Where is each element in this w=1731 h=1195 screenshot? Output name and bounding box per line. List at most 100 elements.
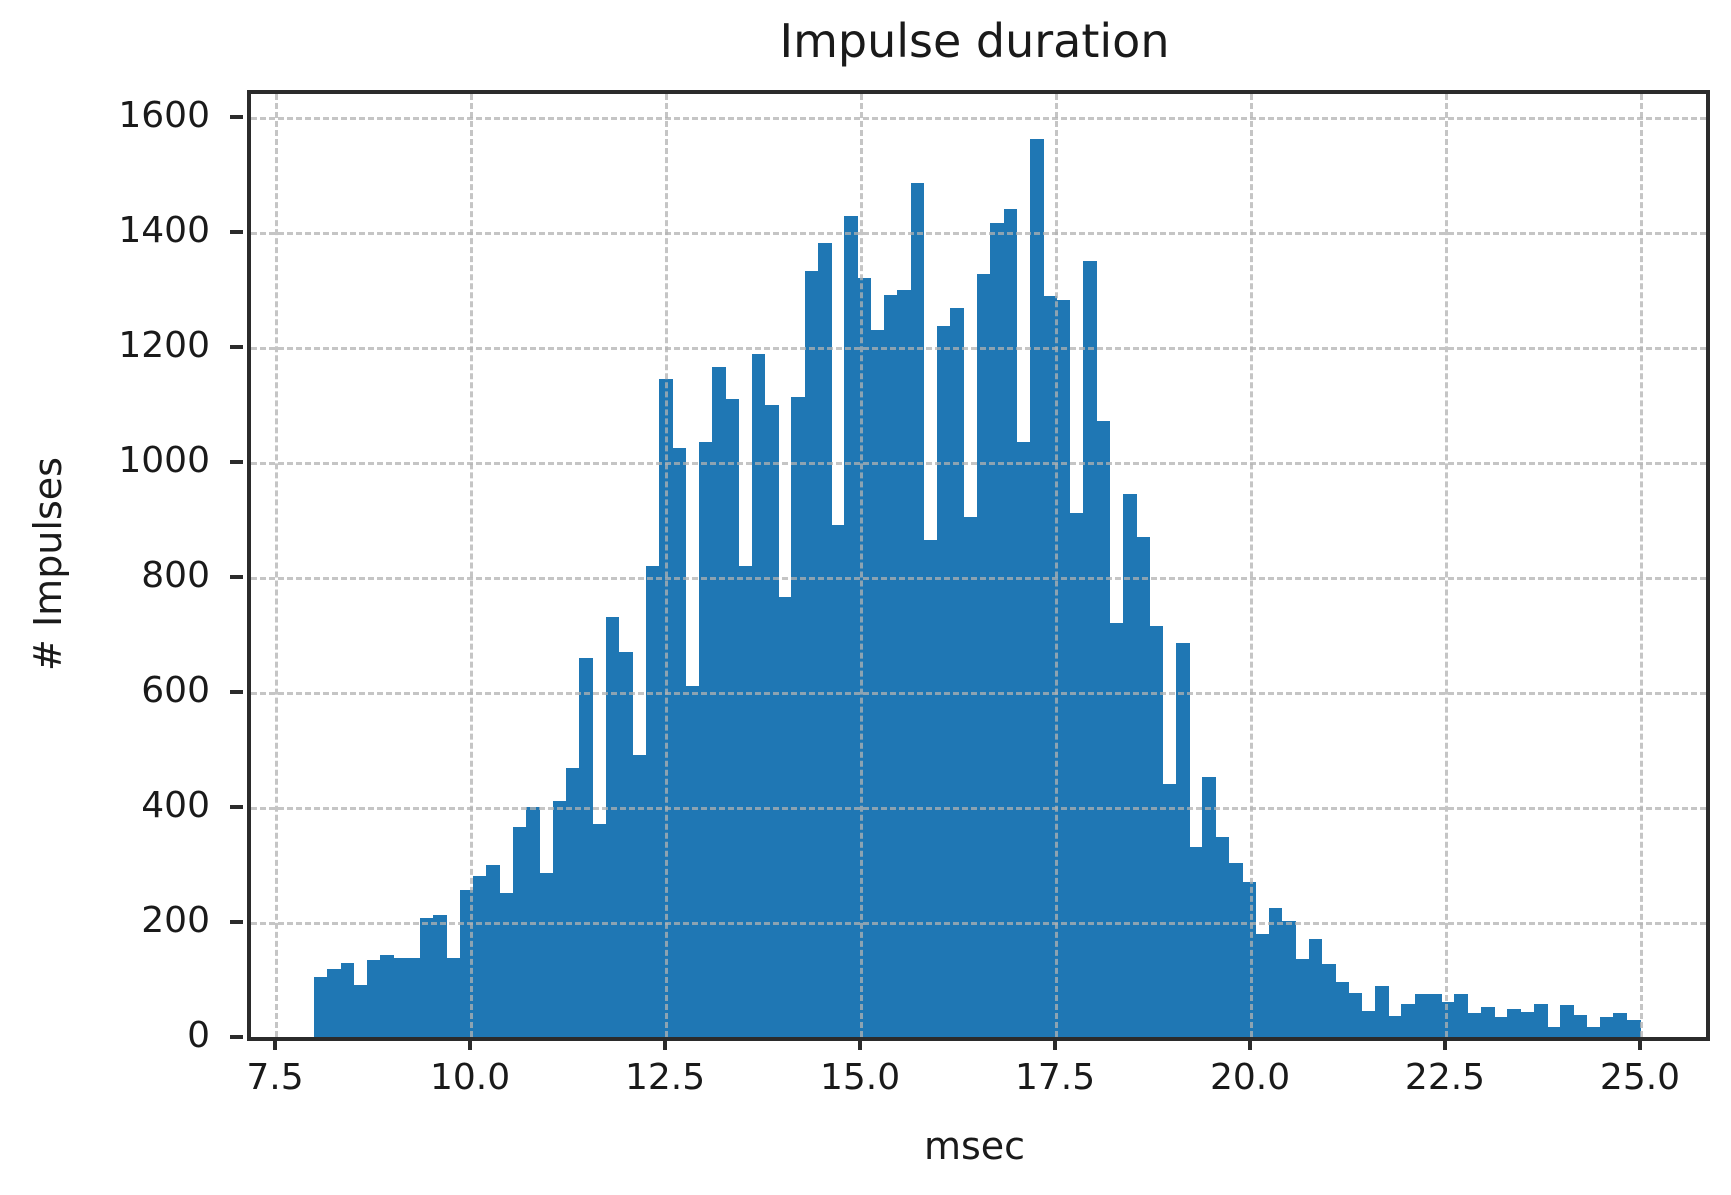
histogram-bar: [672, 447, 686, 1037]
histogram-bar: [1228, 863, 1243, 1037]
gridline-horizontal: [251, 232, 1706, 235]
histogram-bar: [446, 957, 461, 1037]
histogram-bar: [844, 216, 859, 1037]
histogram-bar: [1626, 1019, 1641, 1037]
histogram-bar: [1348, 992, 1363, 1037]
histogram-bar: [791, 397, 806, 1037]
histogram-bar: [990, 222, 1005, 1037]
histogram-bar: [1600, 1017, 1614, 1037]
gridline-vertical: [275, 94, 279, 1037]
histogram-bar: [1003, 209, 1018, 1037]
histogram-bar: [1586, 1027, 1601, 1037]
histogram-bar: [393, 958, 408, 1037]
histogram-bar: [963, 516, 978, 1037]
x-tick-label: 7.5: [246, 1057, 304, 1098]
histogram-bar: [327, 969, 342, 1037]
histogram-bar: [1467, 1012, 1482, 1037]
x-tick-label: 25.0: [1599, 1057, 1681, 1098]
histogram-bar: [512, 827, 527, 1037]
histogram-bar: [1096, 420, 1111, 1037]
gridline-horizontal: [251, 807, 1706, 810]
y-tick-mark: [230, 115, 243, 119]
x-tick-label: 15.0: [819, 1057, 901, 1098]
histogram-bar: [433, 915, 448, 1037]
gridline-horizontal: [251, 117, 1706, 120]
y-tick-label: 600: [141, 670, 210, 711]
histogram-bar: [751, 353, 766, 1037]
histogram-bar: [1043, 295, 1058, 1037]
y-tick-mark: [230, 1035, 243, 1039]
histogram-bar: [1189, 847, 1203, 1037]
y-tick-label: 200: [141, 900, 210, 941]
histogram-bar: [1335, 981, 1349, 1037]
histogram-bar: [937, 326, 951, 1037]
histogram-bar: [897, 289, 912, 1037]
histogram-bar: [1056, 299, 1071, 1037]
histogram-bar: [1480, 1007, 1495, 1037]
x-tick-mark: [468, 1037, 473, 1050]
histogram-bar: [923, 539, 938, 1037]
x-tick-mark: [273, 1037, 278, 1050]
histogram-bar: [645, 565, 660, 1037]
histogram-bar: [619, 651, 633, 1037]
histogram-bar: [353, 984, 368, 1037]
histogram-bar: [579, 657, 593, 1037]
y-tick-label: 1200: [118, 325, 210, 366]
plot-area: [247, 90, 1710, 1041]
x-tick-label: 20.0: [1209, 1057, 1291, 1098]
gridline-vertical: [1445, 94, 1448, 1037]
histogram-bar: [1388, 1016, 1402, 1037]
y-tick-mark: [230, 805, 243, 809]
histogram-bar: [778, 596, 792, 1037]
histogram-bar: [725, 398, 739, 1037]
histogram-bar: [632, 755, 646, 1037]
histogram-bar: [367, 959, 381, 1037]
histogram-bar: [711, 367, 726, 1037]
histogram-bar: [1401, 1003, 1416, 1037]
x-tick-mark: [1638, 1037, 1642, 1050]
histogram-bar: [910, 183, 925, 1037]
histogram-bar: [406, 958, 421, 1037]
histogram-bar: [1295, 959, 1309, 1037]
x-tick-label: 12.5: [624, 1057, 706, 1098]
histogram-bar: [1069, 512, 1084, 1037]
histogram-bar: [605, 617, 620, 1037]
histogram-bar: [1374, 986, 1389, 1037]
histogram-bar: [698, 441, 713, 1037]
histogram-bar: [1215, 837, 1230, 1037]
histogram-bar: [831, 525, 845, 1037]
y-tick-mark: [230, 690, 243, 694]
histogram-bar: [539, 873, 554, 1037]
histogram-bar: [1494, 1016, 1508, 1037]
gridline-vertical: [470, 94, 474, 1037]
histogram-bar: [1533, 1003, 1548, 1037]
histogram-bar: [473, 876, 487, 1037]
histogram-bar: [764, 404, 779, 1037]
histogram-bar: [738, 565, 753, 1037]
histogram-bar: [565, 768, 580, 1037]
histogram-bar: [1308, 939, 1323, 1037]
histogram-bar: [1136, 536, 1150, 1037]
y-tick-label: 1600: [118, 95, 210, 136]
y-tick-mark: [230, 230, 243, 234]
y-tick-mark: [230, 345, 243, 349]
histogram-bar: [1268, 908, 1283, 1037]
y-tick-label: 400: [141, 785, 210, 826]
histogram-bar: [1083, 261, 1097, 1037]
histogram-bar: [1507, 1008, 1522, 1037]
histogram-bar: [1030, 139, 1044, 1037]
histogram-bar: [314, 976, 328, 1037]
histogram-bar: [870, 329, 885, 1037]
y-tick-mark: [230, 460, 243, 464]
histogram-bar: [817, 242, 832, 1037]
histogram-bar: [1175, 642, 1190, 1037]
histogram-bar: [950, 308, 965, 1037]
gridline-horizontal: [251, 462, 1706, 465]
x-tick-mark: [663, 1037, 668, 1050]
histogram-bar: [1613, 1012, 1628, 1037]
gridline-horizontal: [251, 577, 1706, 580]
histogram-bar: [1520, 1012, 1535, 1037]
x-tick-label: 10.0: [429, 1057, 511, 1098]
histogram-bar: [1202, 776, 1217, 1037]
